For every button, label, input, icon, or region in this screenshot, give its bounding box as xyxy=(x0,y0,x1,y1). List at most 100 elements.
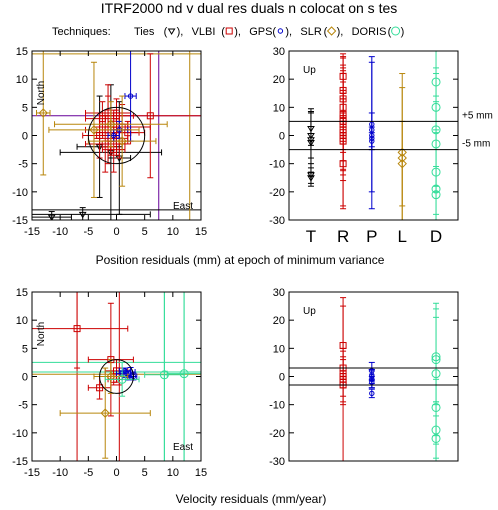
x-tick-label: 15 xyxy=(195,226,207,238)
y-tick-label: -15 xyxy=(12,456,28,468)
legend-paren: ), xyxy=(337,26,344,38)
x-tick-label: -5 xyxy=(83,226,93,238)
velocity-section-label: Velocity residuals (mm/year) xyxy=(176,492,327,506)
data-point xyxy=(78,211,87,219)
velocity-up-panel: -30 -20 -10 0 10 20 30 Up xyxy=(269,287,459,468)
y-tick-label: -10 xyxy=(12,428,28,440)
y-tick-label: -5 xyxy=(18,159,28,171)
data-point xyxy=(117,374,127,384)
reference-circle xyxy=(87,106,146,165)
east-label: East xyxy=(173,201,193,212)
legend-entry-label: SLR xyxy=(300,26,321,38)
data-point xyxy=(122,368,128,374)
data-point xyxy=(96,384,104,392)
y-tick-label: 0 xyxy=(279,131,285,143)
east-label: East xyxy=(173,442,193,453)
x-tick-label: 5 xyxy=(142,467,148,479)
data-point xyxy=(431,369,441,379)
data-point xyxy=(307,133,315,140)
x-tick-label: -5 xyxy=(83,467,93,479)
plot-area xyxy=(32,51,201,220)
legend-paren: ( xyxy=(221,26,225,38)
y-tick-label: 5 xyxy=(22,343,28,355)
legend-paren: ), xyxy=(285,26,292,38)
data-point xyxy=(110,132,117,139)
y-tick-label: 20 xyxy=(273,315,285,327)
y-tick-label: -30 xyxy=(269,456,285,468)
y-tick-label: 20 xyxy=(273,74,285,86)
data-point xyxy=(117,136,127,146)
y-tick-label: 0 xyxy=(22,372,28,384)
y-tick-label: -10 xyxy=(269,400,285,412)
data-point xyxy=(73,325,81,333)
y-tick-label: 5 xyxy=(22,102,28,114)
legend-entry-marker xyxy=(167,28,176,35)
data-point xyxy=(146,112,154,120)
x-tick-label: 10 xyxy=(167,226,179,238)
up-label: Up xyxy=(303,65,316,76)
y-tick-label: -30 xyxy=(269,215,285,227)
x-tick-label: 5 xyxy=(142,226,148,238)
data-point xyxy=(431,190,441,200)
x-tick-label: 10 xyxy=(167,467,179,479)
legend-entry-marker xyxy=(326,26,337,36)
data-point xyxy=(47,214,56,220)
legend-paren: ), xyxy=(234,26,241,38)
y-tick-label: 10 xyxy=(16,74,28,86)
data-point xyxy=(106,119,116,129)
y-tick-label: 10 xyxy=(16,315,28,327)
velocity-horizontal-panel: -15 -10 -5 0 5 10 15 -15 -10 -5 0 5 10 15 North East xyxy=(12,287,207,479)
plot-area xyxy=(32,292,201,461)
x-tick-label: 0 xyxy=(113,226,119,238)
position-up-panel: T R P L D +5 mm -5 mm -30 -20 -10 0 10 20 30 Up xyxy=(269,46,493,246)
x-tick-label: 0 xyxy=(113,467,119,479)
technique-column-label: L xyxy=(397,227,406,246)
data-point xyxy=(179,369,189,379)
x-tick-label: -15 xyxy=(24,467,40,479)
y-tick-label: 30 xyxy=(273,287,285,299)
legend-prefix: Techniques: xyxy=(52,26,111,38)
reference-line-label: -5 mm xyxy=(462,139,490,150)
y-tick-label: 30 xyxy=(273,46,285,58)
y-tick-label: -15 xyxy=(12,215,28,227)
x-tick-label: -10 xyxy=(52,467,68,479)
data-point xyxy=(89,125,99,135)
position-horizontal-panel: -15 -10 -5 0 5 10 15 -15 -10 -5 0 5 10 15 North East xyxy=(12,46,207,238)
legend-entry-marker xyxy=(391,26,401,36)
y-tick-label: -10 xyxy=(269,159,285,171)
legend-paren: ( xyxy=(164,26,168,38)
legend-entry-label: VLBI xyxy=(192,26,216,38)
data-point xyxy=(431,433,441,443)
data-point xyxy=(369,379,375,385)
legend-entry-marker xyxy=(225,27,233,35)
x-tick-label: 15 xyxy=(195,467,207,479)
y-tick-label: 10 xyxy=(273,343,285,355)
up-label: Up xyxy=(303,306,316,317)
y-tick-label: 0 xyxy=(22,131,28,143)
data-point xyxy=(96,132,104,139)
reference-line-label: +5 mm xyxy=(462,110,493,121)
x-tick-label: -10 xyxy=(52,226,68,238)
plot-area xyxy=(339,297,441,461)
north-label: North xyxy=(36,81,47,105)
data-point xyxy=(307,175,315,182)
legend-paren: ), xyxy=(177,26,184,38)
position-section-label: Position residuals (mm) at epoch of mini… xyxy=(96,253,385,267)
technique-column-label: R xyxy=(337,227,349,246)
y-tick-label: 10 xyxy=(273,102,285,114)
legend-paren: ( xyxy=(272,26,276,38)
plot-frame xyxy=(288,50,459,221)
y-tick-label: -10 xyxy=(12,187,28,199)
data-point xyxy=(397,158,407,169)
legend-paren: ( xyxy=(388,26,392,38)
data-point xyxy=(159,370,169,380)
legend-entry-label: DORIS xyxy=(352,26,387,38)
figure-title: ITRF2000 nd v dual res duals n colocat o… xyxy=(101,0,398,16)
north-label: North xyxy=(36,322,47,346)
legend-paren: ( xyxy=(324,26,328,38)
data-point xyxy=(106,371,116,382)
legend-entry-label: GPS xyxy=(249,26,272,38)
data-point xyxy=(127,93,134,99)
technique-column-label: T xyxy=(306,227,316,246)
